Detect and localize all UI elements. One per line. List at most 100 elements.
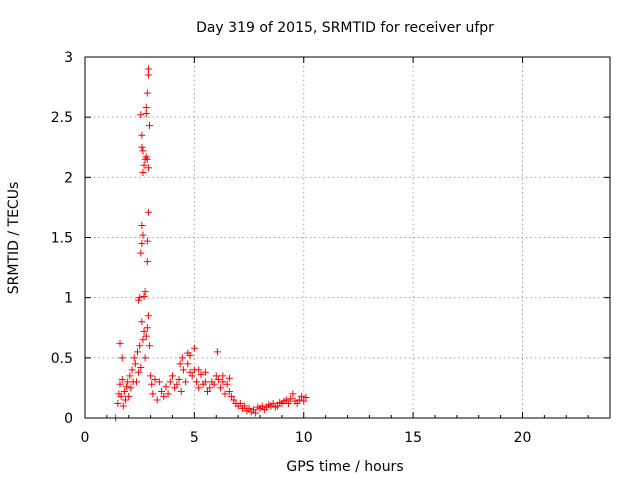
data-point bbox=[282, 396, 290, 404]
data-point bbox=[225, 374, 233, 382]
data-point bbox=[236, 400, 244, 408]
y-tick-label: 2.5 bbox=[51, 110, 73, 126]
axis-ticks: 0 5 10 15 20 0 0.5 1 1.5 2 2.5 3 bbox=[51, 50, 610, 446]
data-point bbox=[284, 400, 292, 408]
data-point bbox=[182, 378, 190, 386]
data-point bbox=[139, 169, 147, 177]
data-point bbox=[287, 395, 295, 403]
data-point bbox=[201, 368, 209, 376]
data-point bbox=[123, 383, 131, 391]
data-point bbox=[140, 327, 148, 335]
data-point bbox=[146, 342, 154, 350]
data-point bbox=[169, 372, 176, 380]
data-point bbox=[141, 354, 149, 362]
data-point bbox=[164, 390, 172, 398]
data-point bbox=[130, 354, 138, 362]
data-point bbox=[201, 378, 209, 386]
data-point bbox=[289, 390, 297, 398]
data-point bbox=[137, 111, 145, 119]
data-point bbox=[119, 402, 127, 410]
data-point bbox=[230, 396, 238, 404]
data-point bbox=[131, 360, 139, 368]
data-point bbox=[118, 375, 126, 383]
data-point bbox=[114, 400, 122, 408]
data-point bbox=[166, 378, 174, 386]
data-point bbox=[219, 372, 227, 380]
x-axis-label: GPS time / hours bbox=[286, 459, 403, 475]
data-point bbox=[179, 366, 187, 374]
y-tick-label: 2 bbox=[64, 170, 73, 186]
data-point bbox=[139, 231, 147, 239]
data-point bbox=[138, 318, 146, 326]
data-point bbox=[141, 288, 149, 296]
data-point bbox=[134, 348, 141, 356]
data-point bbox=[153, 396, 161, 404]
data-point bbox=[249, 406, 257, 414]
data-point bbox=[223, 380, 231, 388]
x-tick-label: 10 bbox=[295, 430, 313, 446]
data-point bbox=[176, 360, 184, 368]
data-point bbox=[269, 400, 277, 408]
data-point bbox=[138, 143, 146, 151]
data-point bbox=[138, 221, 146, 229]
x-tick-label: 20 bbox=[514, 430, 532, 446]
data-point bbox=[142, 332, 150, 340]
data-point bbox=[136, 342, 144, 350]
data-point bbox=[252, 409, 260, 417]
data-point bbox=[144, 208, 152, 216]
data-point bbox=[140, 161, 148, 169]
data-point bbox=[144, 65, 152, 73]
data-point bbox=[293, 400, 301, 408]
data-point bbox=[204, 388, 211, 396]
data-point bbox=[147, 372, 155, 380]
data-point bbox=[217, 384, 225, 392]
data-point bbox=[148, 380, 156, 388]
y-tick-label: 0 bbox=[64, 411, 73, 427]
data-point bbox=[117, 392, 125, 400]
x-tick-label: 15 bbox=[404, 430, 422, 446]
data-point bbox=[139, 336, 147, 344]
data-point bbox=[298, 392, 306, 400]
data-point bbox=[193, 378, 201, 386]
data-point bbox=[160, 392, 168, 400]
data-point bbox=[228, 392, 236, 400]
data-point bbox=[184, 349, 192, 357]
data-point bbox=[144, 164, 152, 172]
data-point bbox=[300, 397, 308, 405]
data-point bbox=[116, 339, 124, 347]
data-point bbox=[142, 104, 150, 112]
data-point bbox=[127, 384, 135, 392]
data-point bbox=[214, 375, 222, 383]
data-point bbox=[186, 368, 194, 376]
data-point bbox=[143, 155, 151, 163]
x-tick-label: 5 bbox=[190, 430, 199, 446]
data-point bbox=[149, 390, 157, 398]
y-tick-label: 1 bbox=[64, 291, 73, 307]
data-point bbox=[137, 363, 145, 371]
chart-title: Day 319 of 2015, SRMTID for receiver ufp… bbox=[196, 20, 494, 36]
data-point bbox=[212, 372, 220, 380]
data-point bbox=[184, 360, 192, 368]
data-point bbox=[190, 344, 198, 352]
data-point bbox=[274, 402, 281, 410]
data-point bbox=[126, 372, 134, 380]
data-point bbox=[188, 372, 196, 380]
data-point bbox=[245, 404, 253, 412]
data-point bbox=[139, 147, 147, 155]
data-point bbox=[195, 384, 203, 392]
data-point bbox=[136, 294, 144, 302]
data-point bbox=[206, 384, 214, 392]
data-point bbox=[120, 388, 128, 396]
data-point bbox=[140, 292, 148, 300]
data-point bbox=[213, 348, 221, 356]
data-point bbox=[138, 240, 146, 248]
data-point bbox=[144, 312, 152, 320]
data-point bbox=[137, 249, 145, 257]
data-point bbox=[155, 378, 163, 386]
data-point bbox=[178, 354, 186, 362]
data-point bbox=[151, 375, 159, 383]
grid bbox=[85, 57, 610, 418]
data-point bbox=[143, 258, 151, 266]
data-point bbox=[142, 110, 150, 118]
